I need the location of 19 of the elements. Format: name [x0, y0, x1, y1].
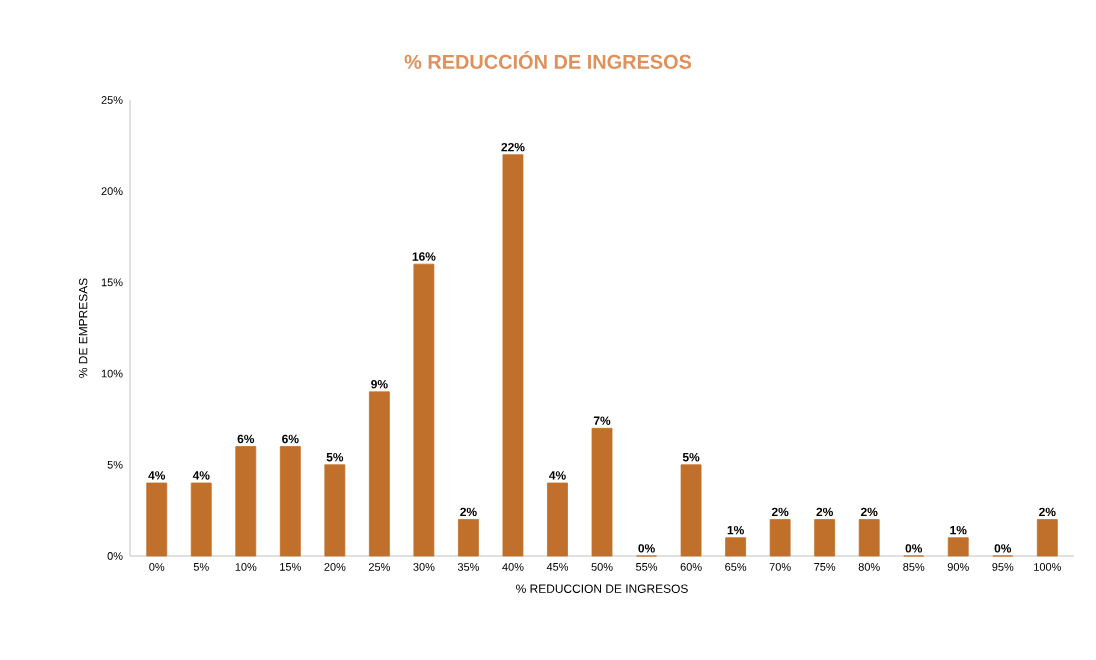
bar: [1036, 519, 1058, 557]
bar: [458, 519, 479, 557]
bar: [279, 446, 301, 557]
bar: [591, 427, 613, 557]
bar: [547, 482, 568, 557]
bar: [368, 391, 390, 557]
bar: [324, 464, 346, 557]
bar: [680, 464, 702, 557]
bar: [769, 519, 791, 557]
bar: [190, 482, 212, 557]
bar: [725, 537, 746, 557]
bar: [502, 154, 524, 557]
bar: [146, 482, 168, 557]
bar: [235, 446, 257, 557]
chart-title: % REDUCCIÓN DE INGRESOS: [404, 51, 692, 69]
bar: [814, 519, 836, 557]
bar: [413, 263, 435, 557]
bar: [858, 519, 880, 557]
bar: [947, 537, 969, 557]
